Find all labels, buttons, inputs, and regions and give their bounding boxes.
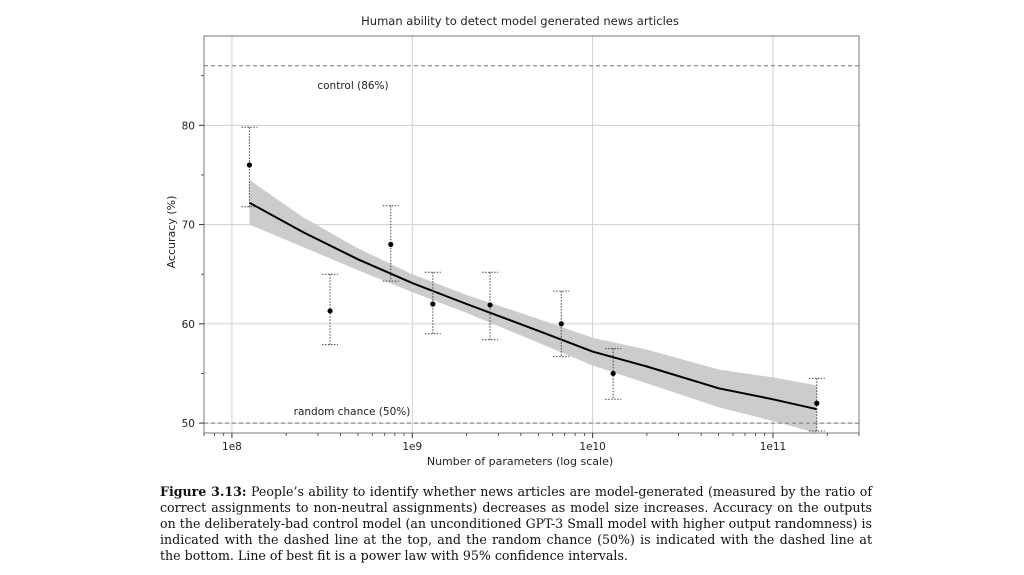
data-point: [814, 400, 820, 406]
x-tick-label: 1e8: [222, 441, 242, 453]
y-tick-label: 80: [182, 120, 195, 132]
y-tick-label: 70: [182, 220, 195, 232]
confidence-band: [249, 179, 817, 433]
caption-text: People’s ability to identify whether new…: [160, 484, 873, 563]
data-point: [388, 241, 394, 248]
figure-label: Figure 3.13:: [160, 484, 247, 499]
data-point: [430, 301, 436, 307]
chart-title: Human ability to detect model generated …: [361, 14, 679, 28]
x-axis-label: Number of parameters (log scale): [427, 455, 613, 468]
y-axis-label: Accuracy (%): [165, 196, 178, 269]
plot-area: control (86%) random chance (50%) 50 60 70 80…: [182, 35, 860, 453]
x-tick-label: 1e11: [760, 441, 787, 453]
y-tick-label: 50: [182, 418, 195, 430]
data-point: [610, 370, 616, 377]
fit-line: [248, 201, 818, 411]
random-chance-label: random chance (50%): [294, 406, 411, 418]
x-tick-label: 1e10: [579, 441, 606, 453]
y-tick-label: 60: [182, 319, 195, 331]
plot-frame: [203, 35, 860, 434]
x-tick-label: 1e9: [402, 441, 422, 453]
data-point: [558, 321, 564, 327]
data-point: [327, 308, 333, 314]
data-point: [487, 302, 493, 308]
control-label: control (86%): [317, 80, 388, 92]
data-point: [246, 162, 253, 168]
figure-caption: Figure 3.13: People’s ability to identif…: [160, 484, 872, 564]
